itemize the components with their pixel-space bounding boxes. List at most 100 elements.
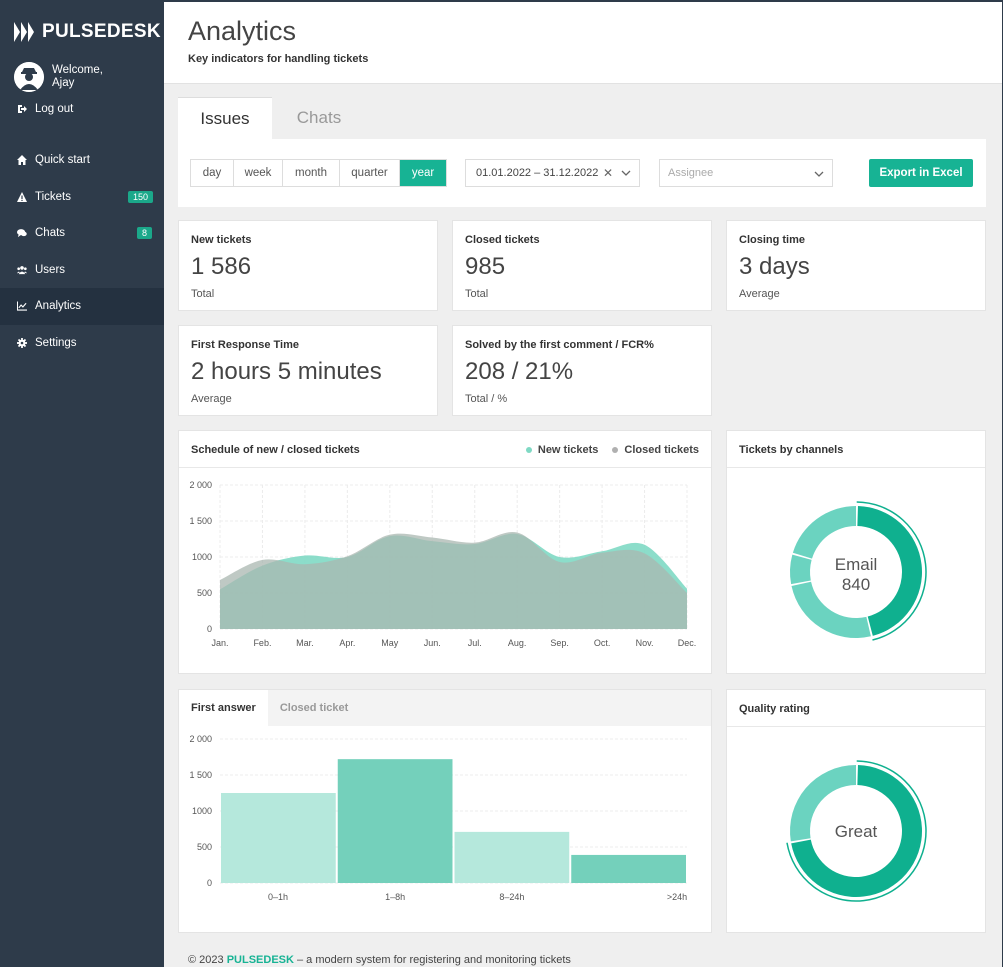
legend-item-closed[interactable]: Closed tickets [612, 444, 699, 456]
kpi-sub: Total [465, 288, 489, 300]
date-range-picker[interactable]: 01.01.2022 – 31.12.2022 ✕ [465, 159, 640, 187]
sidebar-item-label: Tickets [35, 190, 71, 203]
avatar[interactable] [14, 62, 44, 92]
legend-item-new[interactable]: New tickets [525, 444, 599, 456]
x-tick-label: Feb. [253, 638, 271, 648]
assignee-select[interactable]: Assignee [659, 159, 833, 187]
bar [337, 759, 453, 883]
kpi-label: Closed tickets [465, 234, 540, 246]
period-year-button[interactable]: year [400, 160, 446, 186]
period-day-button[interactable]: day [191, 160, 234, 186]
clear-icon[interactable]: ✕ [602, 166, 613, 180]
response-bar-card: First answer Closed ticket 2 000 1 500 100… [178, 689, 712, 933]
kpi-closed-tickets: Closed tickets 985 Total [452, 220, 712, 311]
welcome-label: Welcome, [52, 64, 103, 76]
assignee-placeholder: Assignee [668, 167, 714, 179]
kpi-value: 2 hours 5 minutes [191, 358, 382, 385]
legend-label: New tickets [537, 444, 599, 456]
footer: © 2023 PULSEDESK – a modern system for r… [188, 954, 571, 966]
pulse-logo-icon [14, 22, 34, 42]
bar [221, 793, 336, 883]
x-tick-label: Mar. [296, 638, 314, 648]
chevron-down-icon[interactable] [621, 166, 631, 180]
bar [571, 854, 686, 883]
kpi-closing-time: Closing time 3 days Average [726, 220, 986, 311]
sidebar-item-label: Analytics [35, 300, 82, 313]
donut-slice [790, 765, 856, 842]
kpi-sub: Total / % [465, 393, 508, 405]
donut-slice [790, 554, 812, 585]
bar [454, 831, 570, 883]
x-tick-label: >24h [667, 892, 687, 902]
logo[interactable]: PULSEDESK [14, 21, 161, 43]
logo-text: PULSEDESK [42, 21, 161, 42]
sidebar-item-quick-start[interactable]: Quick start [0, 142, 164, 179]
bar-tabs: First answer Closed ticket [179, 690, 711, 726]
donut-slice [857, 506, 922, 636]
channels-chart-card: Tickets by channels Email 840 [726, 430, 986, 674]
legend-dot [612, 447, 619, 453]
warning-icon [17, 191, 27, 202]
donut-center-label: Email [835, 555, 878, 574]
page-title: Analytics [188, 16, 297, 46]
x-tick-label: Oct. [594, 638, 611, 648]
kpi-value: 985 [465, 253, 506, 280]
schedule-chart-card: Schedule of new / closed tickets New tic… [178, 430, 712, 674]
tab-closed-ticket[interactable]: Closed ticket [279, 702, 349, 714]
kpi-sub: Average [191, 393, 232, 405]
footer-text: – a modern system for registering and mo… [293, 954, 571, 966]
chart-icon [17, 301, 27, 311]
tab-chats[interactable]: Chats [296, 108, 342, 127]
y-tick-label: 0 [207, 624, 212, 634]
x-tick-label: 0–1h [268, 892, 288, 902]
period-month-button[interactable]: month [283, 160, 340, 186]
area-chart: 2 000 1 500 1000 500 0 Jan. Feb. Mar. Apr. May Jun… [189, 480, 697, 648]
sidebar-item-label: Settings [35, 336, 77, 349]
donut-center-value: 840 [842, 575, 870, 594]
sidebar: PULSEDESK Welcome, Ajay Log out [0, 0, 164, 967]
chart-title: Quality rating [739, 703, 810, 715]
sidebar-item-chats[interactable]: Chats 8 [0, 215, 164, 252]
x-tick-label: 8–24h [499, 892, 524, 902]
period-quarter-button[interactable]: quarter [340, 160, 400, 186]
page-header: Analytics Key indicators for handling ti… [164, 2, 1002, 84]
tickets-count-badge: 150 [128, 190, 154, 203]
x-tick-label: May [381, 638, 399, 648]
footer-prefix: © 2023 [188, 954, 227, 966]
period-week-button[interactable]: week [234, 160, 283, 186]
series-closed-tickets-area [220, 531, 687, 629]
page-subtitle: Key indicators for handling tickets [188, 53, 369, 65]
welcome-text: Welcome, Ajay [52, 64, 103, 90]
sidebar-item-label: Quick start [35, 154, 90, 167]
sidebar-item-settings[interactable]: Settings [0, 325, 164, 362]
donut-center-label: Great [835, 822, 878, 841]
export-excel-button[interactable]: Export in Excel [869, 159, 973, 187]
sidebar-item-users[interactable]: Users [0, 252, 164, 289]
x-tick-label: Sep. [550, 638, 569, 648]
donut-slice [791, 765, 922, 897]
kpi-label: Solved by the first comment / FCR% [465, 339, 654, 351]
tab-issues[interactable]: Issues [178, 97, 272, 139]
footer-brand[interactable]: PULSEDESK [226, 954, 294, 966]
y-tick-label: 500 [197, 842, 212, 852]
sidebar-item-label: Chats [35, 227, 66, 240]
kpi-fcr: Solved by the first comment / FCR% 208 /… [452, 325, 712, 416]
kpi-value: 208 / 21% [465, 358, 574, 385]
chats-count-badge: 8 [137, 227, 153, 240]
logout-link[interactable]: Log out [17, 103, 73, 115]
kpi-sub: Average [739, 288, 780, 300]
tab-first-answer[interactable]: First answer [179, 690, 268, 726]
sidebar-item-analytics[interactable]: Analytics [0, 288, 164, 325]
sidebar-item-tickets[interactable]: Tickets 150 [0, 179, 164, 216]
main-content: Analytics Key indicators for handling ti… [164, 2, 1002, 967]
kpi-label: New tickets [191, 234, 252, 246]
x-tick-label: Dec. [678, 638, 697, 648]
kpi-new-tickets: New tickets 1 586 Total [178, 220, 438, 311]
sidebar-item-label: Users [35, 263, 66, 276]
legend-dot [525, 447, 532, 453]
kpi-label: Closing time [739, 234, 806, 246]
sidebar-nav: Quick start Tickets 150 Chats 8 Users [0, 142, 164, 361]
x-tick-label: Apr. [339, 638, 355, 648]
tabs: Issues Chats [178, 97, 366, 139]
